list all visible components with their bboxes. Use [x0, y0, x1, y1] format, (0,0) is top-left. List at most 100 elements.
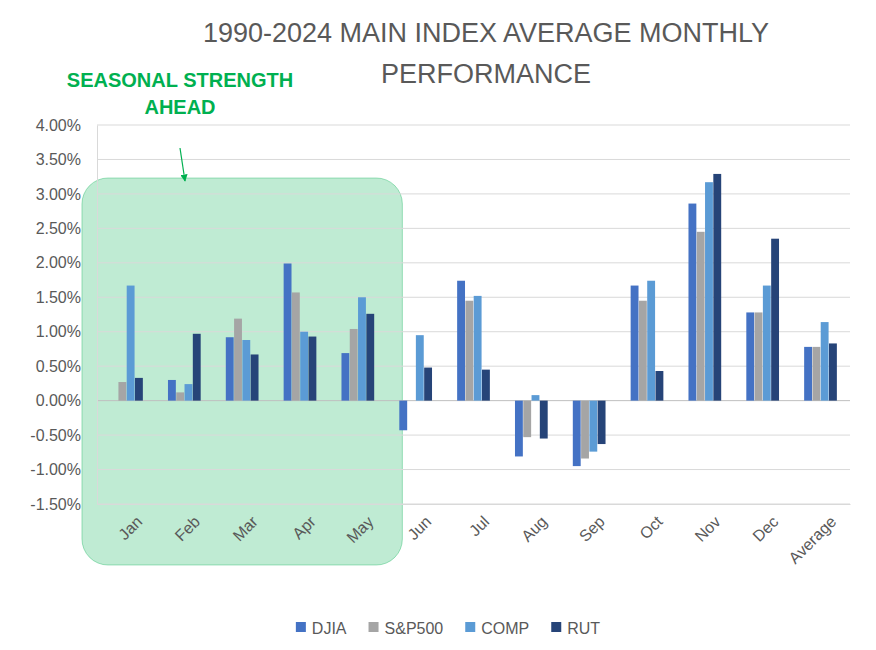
bar	[168, 380, 176, 401]
bar	[234, 319, 242, 401]
grid-line	[97, 193, 850, 194]
bar	[424, 368, 432, 401]
grid-line	[97, 262, 850, 263]
x-tick: Jul	[466, 504, 492, 539]
x-tick: May	[343, 504, 376, 546]
y-tick: 2.00%	[36, 254, 97, 271]
bar	[829, 343, 837, 400]
bar	[416, 335, 424, 400]
x-tick-label: Jun	[404, 513, 434, 543]
x-tick-label: Dec	[749, 513, 781, 545]
bar	[746, 312, 754, 400]
annotation: SEASONAL STRENGTH AHEAD	[67, 69, 293, 118]
bar	[812, 347, 820, 401]
y-tick: 3.50%	[36, 151, 97, 168]
bar	[821, 322, 829, 401]
x-tick-label: Jan	[115, 513, 145, 543]
x-tick-label: Feb	[172, 513, 204, 545]
bar	[589, 401, 597, 452]
grid	[97, 125, 850, 504]
bar	[804, 347, 812, 401]
y-tick-label: -1.50%	[30, 496, 81, 513]
text-line: PERFORMANCE	[381, 59, 591, 89]
x-tick-label: Sep	[576, 513, 608, 545]
y-tick-label: 2.50%	[36, 220, 81, 237]
legend-item: S&P500	[369, 620, 444, 637]
y-tick-label: 0.50%	[36, 358, 81, 375]
y-tick: 1.50%	[36, 289, 97, 306]
legend-swatch	[369, 622, 379, 632]
x-tick-label: Jul	[466, 513, 492, 539]
bar	[242, 340, 250, 401]
y-tick: -1.50%	[30, 496, 97, 513]
grid-line	[97, 125, 850, 126]
bar	[655, 371, 663, 401]
bar	[581, 401, 589, 459]
bar	[127, 286, 135, 401]
text-line: AHEAD	[144, 96, 215, 118]
y-tick-label: 1.50%	[36, 289, 81, 306]
bar	[292, 292, 300, 400]
bar	[755, 312, 763, 400]
bar	[705, 182, 713, 400]
y-tick-label: -0.50%	[30, 427, 81, 444]
legend-swatch	[296, 622, 306, 632]
x-tick-label: Aug	[518, 513, 550, 545]
x-tick: Aug	[518, 504, 550, 545]
bar	[713, 174, 721, 401]
y-tick: 0.50%	[36, 358, 97, 375]
bar-series	[127, 182, 829, 451]
legend-item: DJIA	[296, 620, 347, 637]
grid-line	[97, 331, 850, 332]
bar	[771, 239, 779, 401]
bar	[639, 301, 647, 401]
bar	[341, 353, 349, 401]
bar	[474, 296, 482, 401]
bar	[176, 392, 184, 400]
bar	[515, 401, 523, 457]
y-tick: -0.50%	[30, 427, 97, 444]
legend-swatch	[551, 622, 561, 632]
bar	[573, 401, 581, 466]
bar	[647, 281, 655, 401]
x-tick-label: Mar	[230, 512, 262, 544]
grid-line	[97, 435, 850, 436]
y-tick-label: 1.00%	[36, 323, 81, 340]
bar	[135, 378, 143, 401]
legend-label: COMP	[481, 620, 529, 637]
text-line: SEASONAL STRENGTH	[67, 69, 293, 91]
legend: DJIA S&P500 COMP RUT	[296, 620, 601, 637]
x-tick-label: Average	[785, 513, 839, 567]
bar	[523, 401, 531, 438]
x-tick-label: Nov	[692, 513, 724, 545]
y-tick: 1.00%	[36, 323, 97, 340]
x-tick: Mar	[230, 504, 262, 544]
bar	[185, 384, 193, 401]
bar	[465, 301, 473, 401]
bar	[350, 329, 358, 401]
bar	[251, 354, 259, 400]
legend-label: RUT	[567, 620, 600, 637]
bars	[118, 174, 836, 466]
y-tick-label: 0.00%	[36, 392, 81, 409]
x-tick: Apr	[289, 504, 319, 542]
bar	[532, 395, 540, 401]
bar	[482, 370, 490, 401]
x-tick-label: Oct	[636, 512, 666, 542]
y-tick-label: 2.00%	[36, 254, 81, 271]
grid-line	[97, 228, 850, 229]
y-tick-label: -1.00%	[30, 461, 81, 478]
bar	[118, 382, 126, 401]
bar	[284, 264, 292, 401]
x-tick: Average	[785, 504, 839, 567]
bar	[763, 286, 771, 401]
bar	[399, 401, 407, 431]
x-tick: Feb	[172, 504, 204, 544]
y-tick-label: 3.50%	[36, 151, 81, 168]
x-tick-label: Apr	[289, 512, 319, 542]
y-tick: -1.00%	[30, 461, 97, 478]
x-tick: Dec	[749, 504, 781, 545]
bar	[226, 337, 234, 400]
annotation-arrow	[180, 148, 185, 181]
bar	[110, 400, 118, 401]
